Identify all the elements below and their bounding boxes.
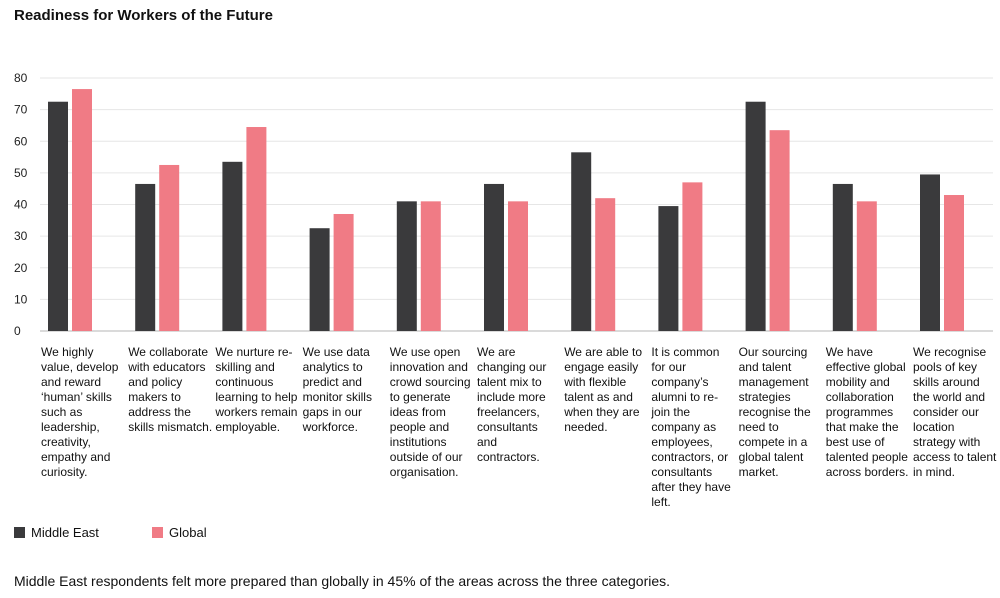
bar-global [246,127,267,331]
y-tick-label: 50 [14,166,28,180]
bar-global [682,182,703,331]
chart-area: 0 10 20 30 40 50 60 70 80 [0,60,1000,340]
bar-global [159,164,180,331]
y-tick-label: 70 [14,103,28,117]
bar-global [856,201,877,331]
bar-middle-east [135,183,156,331]
x-tick-label: It is common for our company’s alumni to… [651,345,731,509]
y-tick-label: 40 [14,198,28,212]
bar-middle-east [48,101,68,331]
y-tick-label: 0 [14,324,21,338]
bar-global [944,195,964,331]
legend-item-global: Global [152,525,207,540]
bar-middle-east [571,152,592,331]
legend-label-middle-east: Middle East [31,525,99,540]
bar-chart: 0 10 20 30 40 50 60 70 80 [14,71,993,338]
bar-global [769,130,790,331]
y-tick-label: 80 [14,71,28,85]
legend-item-middle-east: Middle East [14,525,99,540]
x-tick-label: We are able to engage easily with flexib… [564,345,643,434]
legend-label-global: Global [169,525,207,540]
footnote: Middle East respondents felt more prepar… [14,573,671,589]
legend-swatch-middle-east [14,527,25,538]
bar-middle-east [222,161,243,331]
y-tick-label: 20 [14,261,28,275]
x-tick-label: We recognise pools of key skills around … [913,345,997,479]
x-tick-label: We have effective global mobility and co… [825,345,909,479]
x-tick-label: We collaborate with educators and policy… [128,345,213,434]
x-tick-label: Our sourcing and talent management strat… [738,345,811,479]
y-tick-label: 60 [14,134,28,148]
bar-middle-east [745,101,766,331]
chart-title: Readiness for Workers of the Future [14,7,273,24]
legend-swatch-global [152,527,163,538]
bar-middle-east [658,206,679,331]
bar-middle-east [484,183,504,331]
bar-global [595,198,616,331]
bar-middle-east [396,201,417,331]
y-tick-label: 10 [14,292,28,306]
x-tick-label: We highly value, develop and reward ‘hum… [41,345,119,479]
bar-middle-east [832,183,853,331]
bar-global [72,89,92,331]
bar-middle-east [309,228,330,331]
bar-global [508,201,528,331]
bar-global [333,213,354,331]
y-tick-label: 30 [14,229,28,243]
bar-middle-east [920,174,940,331]
x-tick-label: We use open innovation and crowd sourcin… [389,345,471,479]
x-tick-label: We nurture re-skilling and continuous le… [215,345,298,434]
bar-global [420,201,441,331]
x-tick-label: We use data analytics to predict and mon… [302,345,372,434]
x-tick-label: We are changing our talent mix to includ… [477,345,547,464]
